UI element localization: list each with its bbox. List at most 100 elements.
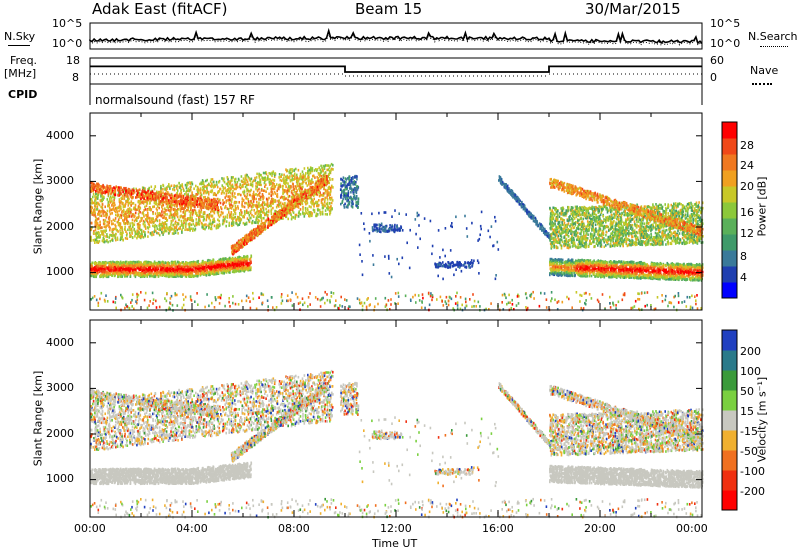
heatmap-cell <box>629 260 632 264</box>
heatmap-cell <box>651 262 653 266</box>
heatmap-cell <box>127 273 129 276</box>
heatmap-cell <box>601 274 604 278</box>
heatmap-cell <box>251 213 253 217</box>
heatmap-cell <box>152 263 155 267</box>
heatmap-cell <box>141 266 143 270</box>
heatmap-cell <box>651 267 653 270</box>
heatmap-cell <box>639 267 642 271</box>
heatmap-cell <box>243 205 246 209</box>
heatmap-cell <box>143 261 145 265</box>
heatmap-cell <box>135 272 137 276</box>
heatmap-cell <box>226 269 229 272</box>
heatmap-cell <box>552 272 554 276</box>
heatmap-cell <box>281 179 283 182</box>
heatmap-cell <box>109 265 111 269</box>
heatmap-cell <box>119 265 121 269</box>
heatmap-cell <box>234 196 237 199</box>
heatmap-cell <box>200 265 203 268</box>
heatmap-cell <box>246 268 248 271</box>
heatmap-cell <box>662 265 664 269</box>
heatmap-cell <box>115 270 117 273</box>
heatmap-cell <box>228 256 231 260</box>
heatmap-cell <box>97 266 99 270</box>
heatmap-cell <box>170 264 173 267</box>
heatmap-cell <box>116 210 119 214</box>
heatmap-cell <box>232 268 235 272</box>
heatmap-cell <box>558 262 561 265</box>
cpid-mode: normalsound (fast) 157 RF <box>95 93 255 107</box>
heatmap-cell <box>564 269 566 272</box>
heatmap-cell <box>199 266 202 269</box>
velocity-cbar-tick-50: 50 <box>740 385 754 398</box>
heatmap-cell <box>238 258 241 261</box>
heatmap-cell <box>111 272 114 275</box>
heatmap-cell <box>110 261 113 265</box>
heatmap-cell <box>157 262 159 265</box>
heatmap-cell <box>111 269 114 272</box>
heatmap-cell <box>639 276 642 280</box>
heatmap-cell <box>133 271 135 275</box>
heatmap-cell <box>237 267 239 271</box>
heatmap-cell <box>196 267 199 271</box>
heatmap-cell <box>189 263 191 266</box>
heatmap-cell <box>142 268 144 272</box>
heatmap-cell <box>204 269 206 273</box>
heatmap-cell <box>145 273 147 277</box>
heatmap-cell <box>208 213 211 216</box>
heatmap-cell <box>195 261 197 265</box>
heatmap-cell <box>104 205 106 209</box>
heatmap-cell <box>93 270 95 273</box>
heatmap-cell <box>94 275 97 278</box>
heatmap-cell <box>164 274 167 277</box>
heatmap-cell <box>682 262 685 266</box>
heatmap-cell <box>118 273 120 276</box>
power-cbar-tick-20: 20 <box>740 180 754 193</box>
heatmap-cell <box>627 270 630 274</box>
heatmap-cell <box>117 261 120 264</box>
heatmap-cell <box>161 271 164 274</box>
heatmap-cell <box>162 267 164 270</box>
heatmap-cell <box>575 259 577 262</box>
heatmap-cell <box>191 182 194 186</box>
heatmap-cell <box>677 270 680 274</box>
heatmap-cell <box>574 273 576 277</box>
heatmap-cell <box>182 265 184 269</box>
heatmap-cell <box>106 267 109 270</box>
heatmap-cell <box>602 260 604 264</box>
heatmap-cell <box>125 262 128 265</box>
heatmap-cell <box>605 274 607 278</box>
heatmap-cell <box>145 270 148 274</box>
heatmap-cell <box>101 272 104 276</box>
heatmap-cell <box>592 263 594 267</box>
heatmap-cell <box>270 212 273 215</box>
x-axis-title: Time UT <box>372 537 417 550</box>
heatmap-cell <box>202 270 205 274</box>
heatmap-cell <box>662 269 665 273</box>
heatmap-cell <box>212 272 214 276</box>
heatmap-cell <box>143 266 145 270</box>
heatmap-cell <box>590 274 593 278</box>
heatmap-cell <box>176 184 179 188</box>
heatmap-cell <box>165 261 167 265</box>
heatmap-cell <box>151 274 154 278</box>
heatmap-cell <box>125 270 128 274</box>
heatmap-cell <box>123 227 126 231</box>
heatmap-cell <box>685 270 687 274</box>
heatmap-cell <box>179 263 182 266</box>
heatmap-cell <box>225 192 228 195</box>
heatmap-cell <box>571 262 574 266</box>
heatmap-cell <box>105 266 108 269</box>
heatmap-cell <box>191 272 194 275</box>
heatmap-cell <box>163 264 165 267</box>
heatmap-cell <box>108 267 111 270</box>
heatmap-cell <box>162 261 164 264</box>
heatmap-cell <box>193 270 195 273</box>
heatmap-cell <box>156 262 158 265</box>
heatmap-cell <box>173 273 176 276</box>
heatmap-cell <box>305 181 307 185</box>
heatmap-cell <box>90 268 93 271</box>
heatmap-cell <box>122 267 125 271</box>
heatmap-cell <box>572 265 575 269</box>
heatmap-cell <box>239 267 242 270</box>
heatmap-cell <box>184 270 187 273</box>
